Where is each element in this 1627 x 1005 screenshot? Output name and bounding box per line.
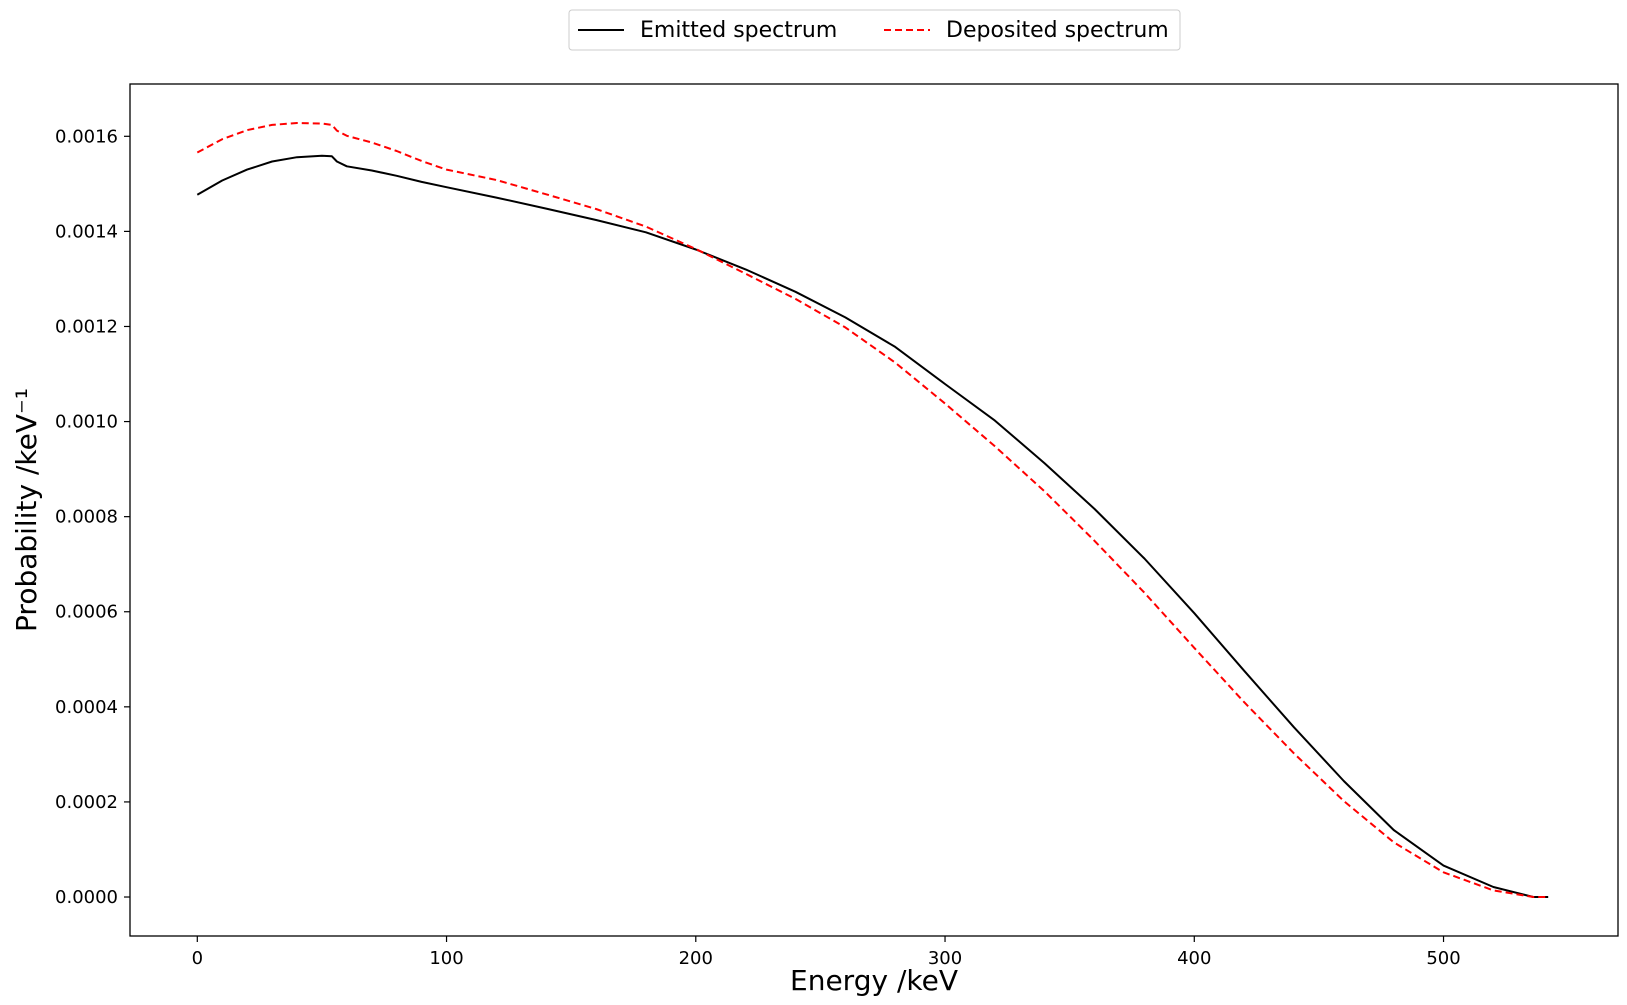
y-tick-label: 0.0014 [55,221,118,242]
y-axis-title: Probability /keV⁻¹ [10,388,43,632]
legend-label-emitted: Emitted spectrum [640,18,837,43]
y-tick-label: 0.0006 [55,602,118,623]
x-tick-label: 500 [1426,948,1460,969]
y-tick-label: 0.0016 [55,126,118,147]
series-line-deposited [196,122,1549,898]
series-line-emitted [196,154,1549,898]
x-tick-label: 300 [928,948,962,969]
plot-frame [129,83,1619,937]
y-tick-label: 0.0010 [55,412,118,433]
x-tick-label: 400 [1177,948,1211,969]
legend[interactable]: Emitted spectrum Deposited spectrum [568,9,1181,51]
y-tick-label: 0.0012 [55,316,118,337]
y-tick-label: 0.0000 [55,887,118,908]
x-tick-label: 200 [679,948,713,969]
y-tick-label: 0.0008 [55,507,118,528]
y-axis-ticks: 0.0000 0.0002 0.0004 0.0006 0.0008 0.0010 0.00… [55,126,130,908]
plot-area [196,122,1549,898]
x-tick-label: 100 [429,948,463,969]
x-tick-label: 0 [192,948,203,969]
legend-label-deposited: Deposited spectrum [946,18,1169,43]
x-axis-title: Energy /keV [790,964,958,997]
legend-frame [568,9,1181,51]
y-tick-label: 0.0002 [55,792,118,813]
x-axis-ticks: 0 100 200 300 400 500 [192,936,1461,969]
y-tick-label: 0.0004 [55,697,118,718]
